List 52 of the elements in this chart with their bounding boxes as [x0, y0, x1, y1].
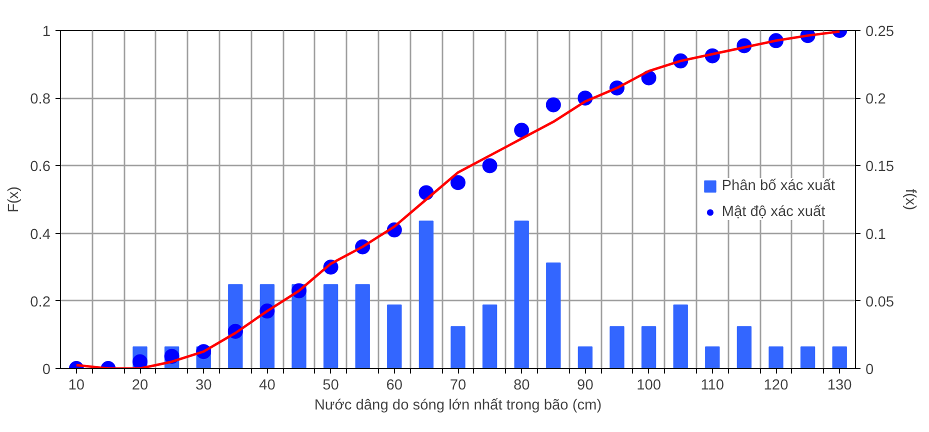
bar [450, 326, 466, 368]
y2-tick-label: 0.25 [866, 24, 894, 40]
y-tick-label: 0.2 [30, 294, 50, 310]
point [546, 97, 561, 112]
y2-tick-label: 0.05 [866, 294, 894, 310]
bar [514, 220, 529, 368]
bar [641, 326, 656, 368]
y2-axis-title: f(x) [902, 188, 918, 210]
x-tick-label: 70 [450, 378, 466, 394]
x-tick-label: 50 [322, 378, 339, 394]
bar [418, 220, 434, 368]
y-tick-label: 0.4 [30, 226, 50, 243]
x-tick-label: 130 [827, 378, 852, 394]
y-tick-label: 0 [42, 362, 51, 378]
y-tick-label: 0.8 [30, 92, 50, 108]
x-tick-label: 110 [700, 378, 724, 394]
bar [768, 346, 784, 368]
bar [736, 326, 752, 368]
y2-tick-label: 0 [866, 362, 874, 378]
bar [482, 304, 498, 368]
bar [546, 262, 561, 368]
bar [800, 346, 816, 368]
y2-tick-label: 0.15 [866, 159, 894, 176]
bar [355, 284, 370, 368]
point [514, 122, 530, 138]
x-tick-label: 10 [68, 378, 85, 394]
y-tick-label: 0.6 [30, 159, 50, 176]
x-tick-label: 60 [386, 378, 403, 394]
bar [578, 346, 593, 368]
point [482, 158, 498, 174]
y2-tick-label: 0.1 [866, 226, 886, 243]
point [132, 354, 148, 368]
y2-tick-label: 0.2 [866, 92, 886, 108]
y-tick-label: 1 [42, 24, 51, 40]
x-tick-label: 90 [577, 378, 594, 394]
legend-label: Phân bố xác xuất [722, 178, 835, 194]
bar [323, 284, 338, 368]
bar [705, 346, 720, 368]
x-tick-label: 80 [513, 378, 530, 394]
x-tick-label: 120 [764, 378, 788, 394]
point [450, 175, 466, 190]
bar [387, 304, 402, 368]
bar [610, 326, 624, 368]
legend-label: Mật độ xác xuất [722, 204, 826, 220]
bar [832, 346, 847, 368]
x-tick-label: 20 [132, 378, 148, 394]
bar [673, 304, 688, 368]
x-tick-label: 100 [636, 378, 662, 394]
x-tick-label: 30 [195, 378, 212, 394]
y-axis-title: F(x) [6, 186, 22, 213]
x-axis-title: Nước dâng do sóng lớn nhất trong bão (cm) [314, 398, 602, 414]
x-tick-label: 40 [259, 378, 276, 394]
